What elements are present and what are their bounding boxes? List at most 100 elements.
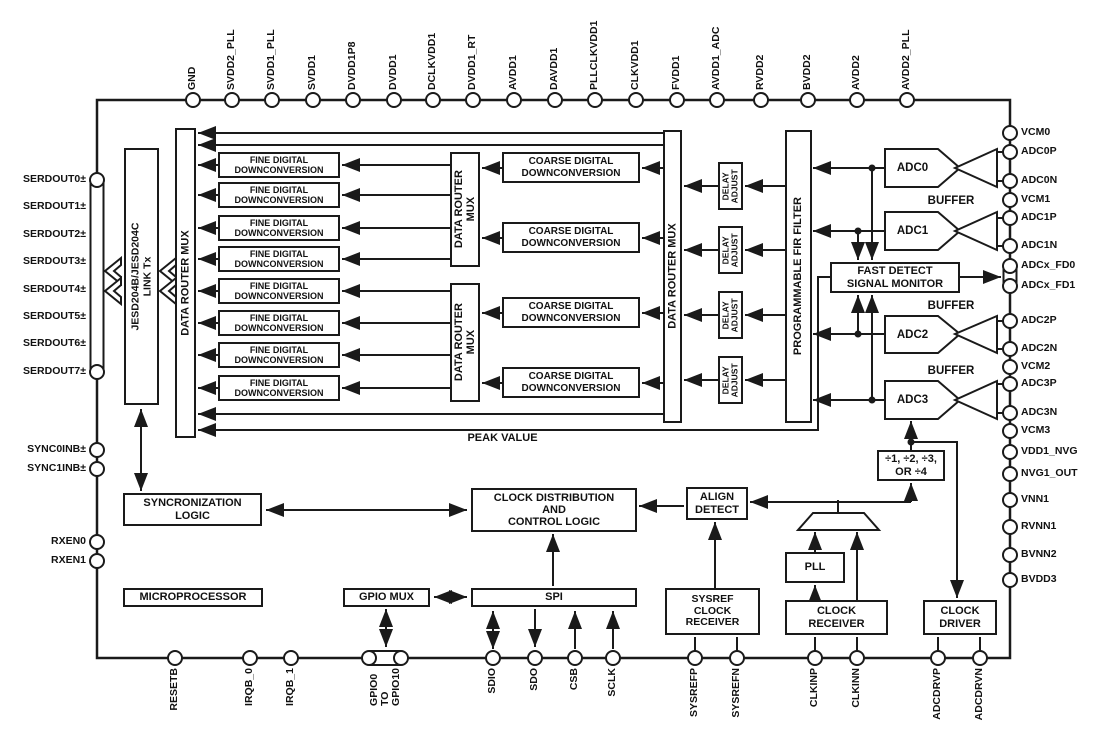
pin-label-vcm3: VCM3 (1021, 424, 1051, 436)
clock-receiver-block: CLOCK RECEIVER (785, 600, 888, 635)
pin-bvnn2 (1002, 547, 1018, 563)
pin-vcm1 (1002, 192, 1018, 208)
synchronization-logic-block: SYNCRONIZATION LOGIC (123, 493, 262, 526)
pin-pllclkvdd1 (587, 92, 603, 108)
pin-label-adc1n: ADC1N (1021, 239, 1058, 251)
pin-irqb-0 (242, 650, 258, 666)
pin-adc2n (1002, 341, 1018, 357)
pin-label-fvdd1: FVDD1 (670, 55, 682, 90)
pin-label-sysrefn: SYSREFN (730, 668, 742, 718)
pin-label-rxen1: RXEN1 (50, 554, 86, 566)
pin-label-serdout1-: SERDOUT1± (23, 200, 86, 212)
adc2-block (884, 315, 962, 354)
pin-csb (567, 650, 583, 666)
pin-vnn1 (1002, 492, 1018, 508)
data-router-mux-left-block: DATA ROUTER MUX (175, 128, 196, 438)
adc3-label: ADC3 (896, 394, 929, 406)
pin-adc1p (1002, 210, 1018, 226)
pin-adcdrvn (972, 650, 988, 666)
pin-sysrefn (729, 650, 745, 666)
pin-label-sdo: SDO (528, 668, 540, 691)
pin-sysrefp (687, 650, 703, 666)
adc3-block (884, 380, 962, 420)
pin-label-bvnn2: BVNN2 (1021, 548, 1057, 560)
pin-label-vcm2: VCM2 (1021, 360, 1051, 372)
pin-label-adc3n: ADC3N (1021, 406, 1058, 418)
pin-label-clkvdd1: CLKVDD1 (629, 40, 641, 90)
pin-nvg1-out (1002, 466, 1018, 482)
pin-label-adcx-fd0: ADCx_FD0 (1021, 259, 1076, 271)
data-router-mux-mid-block-1: DATA ROUTER MUX (450, 283, 480, 402)
pin-label-sclk: SCLK (606, 668, 618, 697)
bus-capsules (89, 180, 1018, 666)
pin-label-avdd1_adc: AVDD1_ADC (710, 26, 722, 90)
pin-circles (89, 92, 1018, 666)
pin-irqb-1 (283, 650, 299, 666)
pin-svdd1 (305, 92, 321, 108)
adc1-block (884, 211, 962, 251)
pin-label-adc2n: ADC2N (1021, 342, 1058, 354)
pin-label-vcm0: VCM0 (1021, 126, 1051, 138)
peak-value-label: PEAK VALUE (467, 432, 538, 444)
pin-svdd2-pll (224, 92, 240, 108)
pin-rvnn1 (1002, 519, 1018, 535)
pin-label-dclkvdd1: DCLKVDD1 (426, 32, 438, 90)
buffer1-triangle (952, 210, 998, 252)
fast-detect-block: FAST DETECT SIGNAL MONITOR (830, 262, 960, 293)
pin-rvdd2 (753, 92, 769, 108)
pin-clkinn (849, 650, 865, 666)
pin-label-avdd2: AVDD2 (850, 55, 862, 90)
pin-adc0n (1002, 173, 1018, 189)
jesd-tx-label: JESD204B/JESD204C LINK Tx (128, 222, 153, 331)
pin-label-svdd1_pll: SVDD1_PLL (265, 29, 277, 90)
fine-ddc-block-7: FINE DIGITAL DOWNCONVERSION (218, 375, 340, 401)
data-router-mux-right-block: DATA ROUTER MUX (663, 130, 682, 423)
pll-block: PLL (785, 552, 845, 583)
pin-label-serdout2-: SERDOUT2± (23, 228, 86, 240)
pin-label-vnn1: VNN1 (1021, 493, 1050, 505)
pin-serdout0- (89, 172, 105, 188)
pin-label-serdout6-: SERDOUT6± (23, 337, 86, 349)
pin-label-adcdrvn: ADCDRVN (973, 668, 985, 721)
adc-shapes (795, 147, 998, 531)
pin-adc2p (1002, 313, 1018, 329)
pin-label-adc1p: ADC1P (1021, 211, 1057, 223)
jesd-tx-block: JESD204B/JESD204C LINK Tx (124, 148, 159, 405)
pin-avdd1-adc (709, 92, 725, 108)
fine-ddc-block-3: FINE DIGITAL DOWNCONVERSION (218, 246, 340, 272)
pin-avdd1 (506, 92, 522, 108)
pin-label-serdout4-: SERDOUT4± (23, 283, 86, 295)
pin-label-rxen0: RXEN0 (50, 535, 86, 547)
pin-label-sdio: SDIO (486, 668, 498, 694)
pin-label-svdd2_pll: SVDD2_PLL (225, 29, 237, 90)
pin-avdd2-pll (899, 92, 915, 108)
adc0-block (884, 148, 962, 188)
pin-label-adc2p: ADC2P (1021, 314, 1057, 326)
pin-label-avdd2_pll: AVDD2_PLL (900, 29, 912, 90)
coarse-ddc-block-0: COARSE DIGITAL DOWNCONVERSION (502, 152, 640, 183)
pin-dvdd1-rt (465, 92, 481, 108)
pin-adc3p (1002, 376, 1018, 392)
pin-gpio-a (361, 650, 377, 666)
pin-bvdd2 (800, 92, 816, 108)
buffer2-triangle (952, 314, 998, 355)
pin-label-dvdd1_rt: DVDD1_RT (466, 34, 478, 90)
junction-dots (854, 164, 915, 446)
pin-label-adc0p: ADC0P (1021, 145, 1057, 157)
pin-label-vdd1-nvg: VDD1_NVG (1021, 445, 1078, 457)
microprocessor-block: MICROPROCESSOR (123, 588, 263, 607)
pin-label-resetb: RESETB (168, 668, 180, 711)
fine-ddc-block-4: FINE DIGITAL DOWNCONVERSION (218, 278, 340, 304)
pin-vcm0 (1002, 125, 1018, 141)
pin-label-sync0inb-: SYNC0INB± (27, 443, 86, 455)
pin-label-adc3p: ADC3P (1021, 377, 1057, 389)
pin-davdd1 (547, 92, 563, 108)
pin-sdio (485, 650, 501, 666)
pin-vcm3 (1002, 423, 1018, 439)
pin-label-adcdrvp: ADCDRVP (931, 668, 943, 720)
pin-label-avdd1: AVDD1 (507, 55, 519, 90)
pin-gnd (185, 92, 201, 108)
pin-label-rvnn1: RVNN1 (1021, 520, 1057, 532)
coarse-ddc-block-1: COARSE DIGITAL DOWNCONVERSION (502, 222, 640, 253)
